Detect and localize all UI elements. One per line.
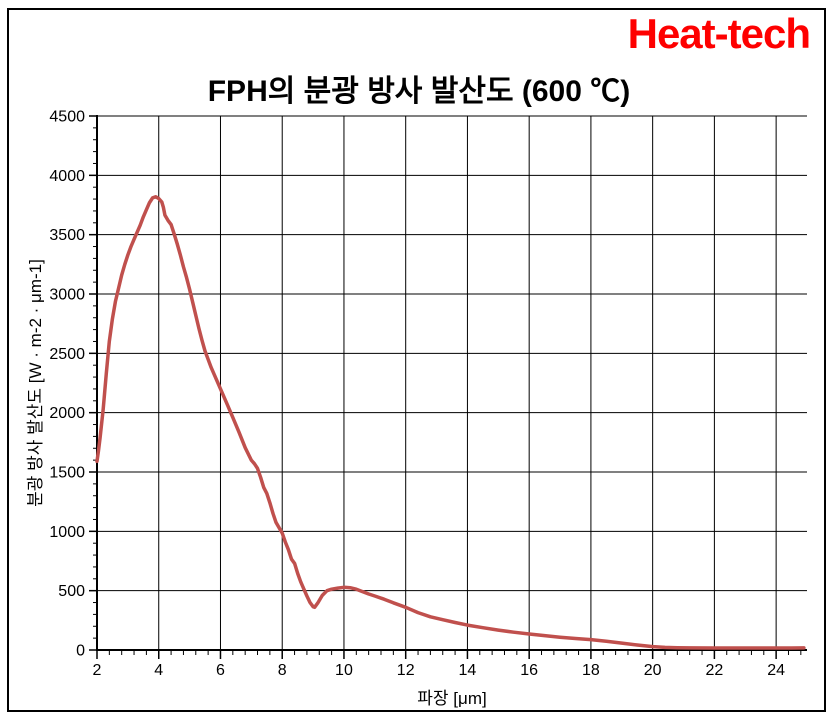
y-tick-label: 1500 xyxy=(49,465,85,482)
y-tick-label: 2000 xyxy=(49,405,85,422)
y-tick-label: 4500 xyxy=(49,109,85,126)
x-tick-label: 10 xyxy=(335,662,353,679)
y-tick-label: 3500 xyxy=(49,227,85,244)
y-tick-label: 3000 xyxy=(49,287,85,304)
y-tick-label: 0 xyxy=(76,643,85,660)
x-tick-label: 8 xyxy=(278,662,287,679)
x-tick-label: 4 xyxy=(154,662,163,679)
x-tick-label: 18 xyxy=(582,662,600,679)
x-tick-label: 6 xyxy=(216,662,225,679)
y-axis-title: 분광 방사 발산도 [W · m-2 · μm-1] xyxy=(26,259,45,507)
spectral-curve xyxy=(95,194,806,650)
chart-title: FPH의 분광 방사 발산도 (600 ℃) xyxy=(207,75,631,108)
heat-tech-logo: Heat-tech xyxy=(627,10,811,57)
y-tick-label: 1000 xyxy=(49,524,85,541)
image-border-frame xyxy=(7,8,826,712)
x-tick-label: 16 xyxy=(520,662,538,679)
x-tick-label: 20 xyxy=(644,662,662,679)
x-tick-label: 22 xyxy=(705,662,723,679)
y-tick-label: 500 xyxy=(58,583,85,600)
x-tick-label: 2 xyxy=(93,662,102,679)
x-tick-label: 12 xyxy=(397,662,415,679)
y-tick-label: 2500 xyxy=(49,346,85,363)
x-axis-title: 파장 [μm] xyxy=(417,689,487,708)
x-tick-label: 14 xyxy=(459,662,477,679)
x-tick-label: 24 xyxy=(767,662,785,679)
y-tick-label: 4000 xyxy=(49,168,85,185)
